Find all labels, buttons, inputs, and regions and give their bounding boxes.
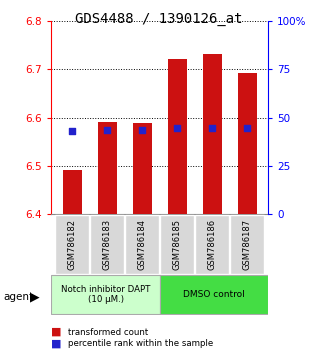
Bar xyxy=(133,124,152,214)
Text: GSM786185: GSM786185 xyxy=(173,219,182,270)
Point xyxy=(245,125,250,131)
Text: ■: ■ xyxy=(51,338,62,348)
Point xyxy=(105,127,110,133)
Text: GSM786182: GSM786182 xyxy=(68,219,77,270)
Bar xyxy=(63,170,82,214)
Text: Notch inhibitor DAPT
(10 μM.): Notch inhibitor DAPT (10 μM.) xyxy=(61,285,150,304)
Bar xyxy=(125,215,159,274)
Bar xyxy=(90,215,124,274)
Point xyxy=(174,125,180,131)
Bar xyxy=(203,54,222,214)
Text: agent: agent xyxy=(3,292,33,302)
Point xyxy=(210,125,215,131)
Text: ■: ■ xyxy=(51,327,62,337)
Bar xyxy=(98,121,117,214)
Bar xyxy=(51,275,160,314)
Text: GSM786187: GSM786187 xyxy=(243,219,252,270)
Bar xyxy=(238,73,257,214)
Text: GSM786186: GSM786186 xyxy=(208,219,217,270)
Bar xyxy=(167,59,187,214)
Text: GSM786183: GSM786183 xyxy=(103,219,112,270)
Point xyxy=(70,129,75,134)
Bar xyxy=(230,215,264,274)
Text: GDS4488 / 1390126_at: GDS4488 / 1390126_at xyxy=(75,12,243,27)
Text: DMSO control: DMSO control xyxy=(183,290,245,299)
Text: ▶: ▶ xyxy=(30,290,40,303)
Text: percentile rank within the sample: percentile rank within the sample xyxy=(68,339,213,348)
Point xyxy=(140,127,145,133)
Text: GSM786184: GSM786184 xyxy=(138,219,147,270)
Text: transformed count: transformed count xyxy=(68,327,148,337)
Bar xyxy=(195,215,229,274)
Bar xyxy=(160,275,268,314)
Bar xyxy=(55,215,89,274)
Bar xyxy=(160,215,194,274)
